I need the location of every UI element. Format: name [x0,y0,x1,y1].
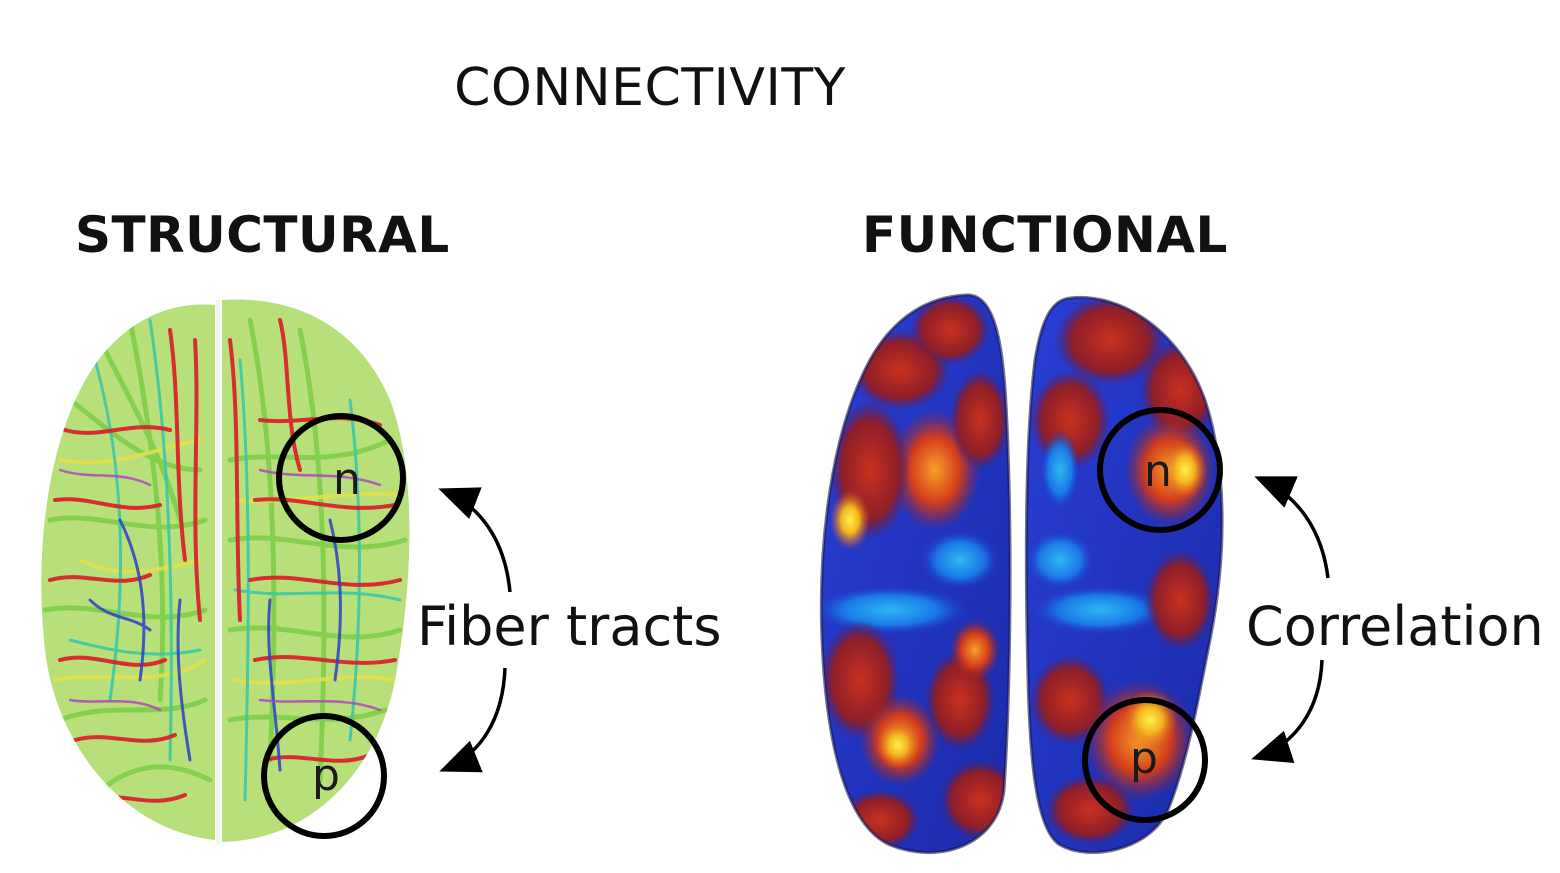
link-label-fiber-tracts: Fiber tracts [417,595,721,658]
node-circle [276,413,406,543]
link-arrow-down [439,667,507,773]
link-arrow-up [438,487,512,593]
structural-brain-image [41,299,410,845]
node-circle [1082,697,1208,823]
functional-node-p: p [1082,697,1208,823]
structural-node-n: n [276,413,406,543]
link-arrow-up [1254,476,1330,579]
node-label-n: n [1144,446,1172,497]
link-arrow-down [1251,659,1324,764]
node-circle [261,713,387,839]
functional-heading: FUNCTIONAL [862,206,1228,264]
functional-node-n: n [1097,407,1223,533]
structural-node-p: p [261,713,387,839]
node-circle [1097,407,1223,533]
node-label-p: p [1130,733,1158,784]
node-label-p: p [312,750,340,801]
figure-title: CONNECTIVITY [454,58,846,118]
functional-brain-image [819,293,1224,854]
structural-heading: STRUCTURAL [75,206,450,264]
link-label-correlation: Correlation [1246,595,1544,658]
node-label-n: n [333,454,361,505]
